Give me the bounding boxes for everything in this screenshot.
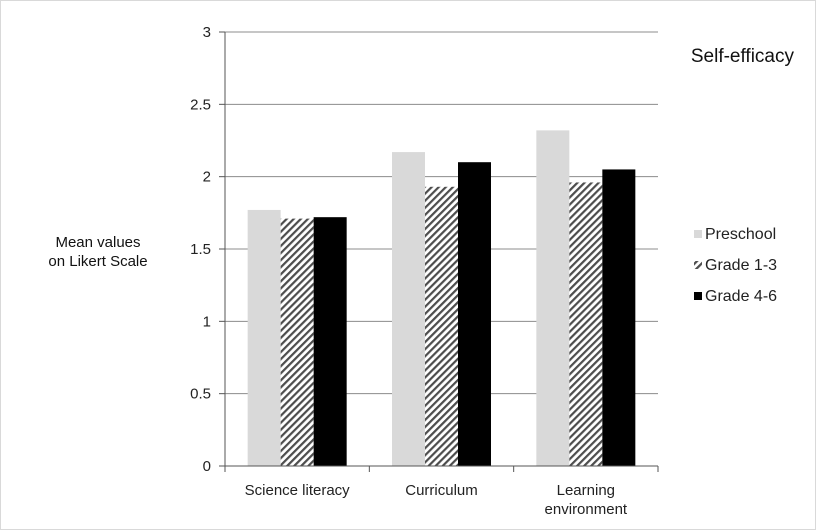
legend-label: Preschool bbox=[705, 226, 776, 243]
y-tick-label: 0 bbox=[203, 458, 211, 475]
bar-grade-1-3 bbox=[280, 218, 314, 466]
bar-grade-4-6 bbox=[458, 162, 491, 466]
legend-swatch bbox=[694, 230, 702, 238]
y-tick-label: 0.5 bbox=[190, 386, 211, 403]
y-tick-label: 1 bbox=[203, 313, 211, 330]
y-tick-label: 2.5 bbox=[190, 96, 211, 113]
y-tick-label: 2 bbox=[203, 169, 211, 186]
legend-swatch bbox=[694, 292, 702, 300]
bar-preschool bbox=[247, 209, 281, 466]
bar-preschool bbox=[536, 130, 570, 466]
bar-grade-4-6 bbox=[313, 217, 347, 466]
y-tick-label: 1.5 bbox=[190, 241, 211, 258]
x-category-label: Science literacy bbox=[245, 482, 351, 499]
legend-label: Grade 1-3 bbox=[705, 257, 777, 274]
legend-swatch bbox=[694, 261, 702, 269]
bar-preschool bbox=[392, 152, 425, 466]
bar-grade-1-3 bbox=[425, 186, 458, 466]
legend-label: Grade 4-6 bbox=[705, 288, 777, 305]
y-axis-label: on Likert Scale bbox=[48, 253, 147, 270]
y-axis-label: Mean values bbox=[55, 234, 140, 251]
x-category-label: Curriculum bbox=[405, 482, 478, 499]
bar-grade-4-6 bbox=[602, 169, 636, 466]
x-category-label: Learning bbox=[557, 482, 615, 499]
x-category-label: environment bbox=[545, 501, 628, 518]
y-tick-label: 3 bbox=[203, 24, 211, 41]
bar-grade-1-3 bbox=[569, 182, 603, 466]
chart-title: Self-efficacy bbox=[691, 46, 795, 67]
